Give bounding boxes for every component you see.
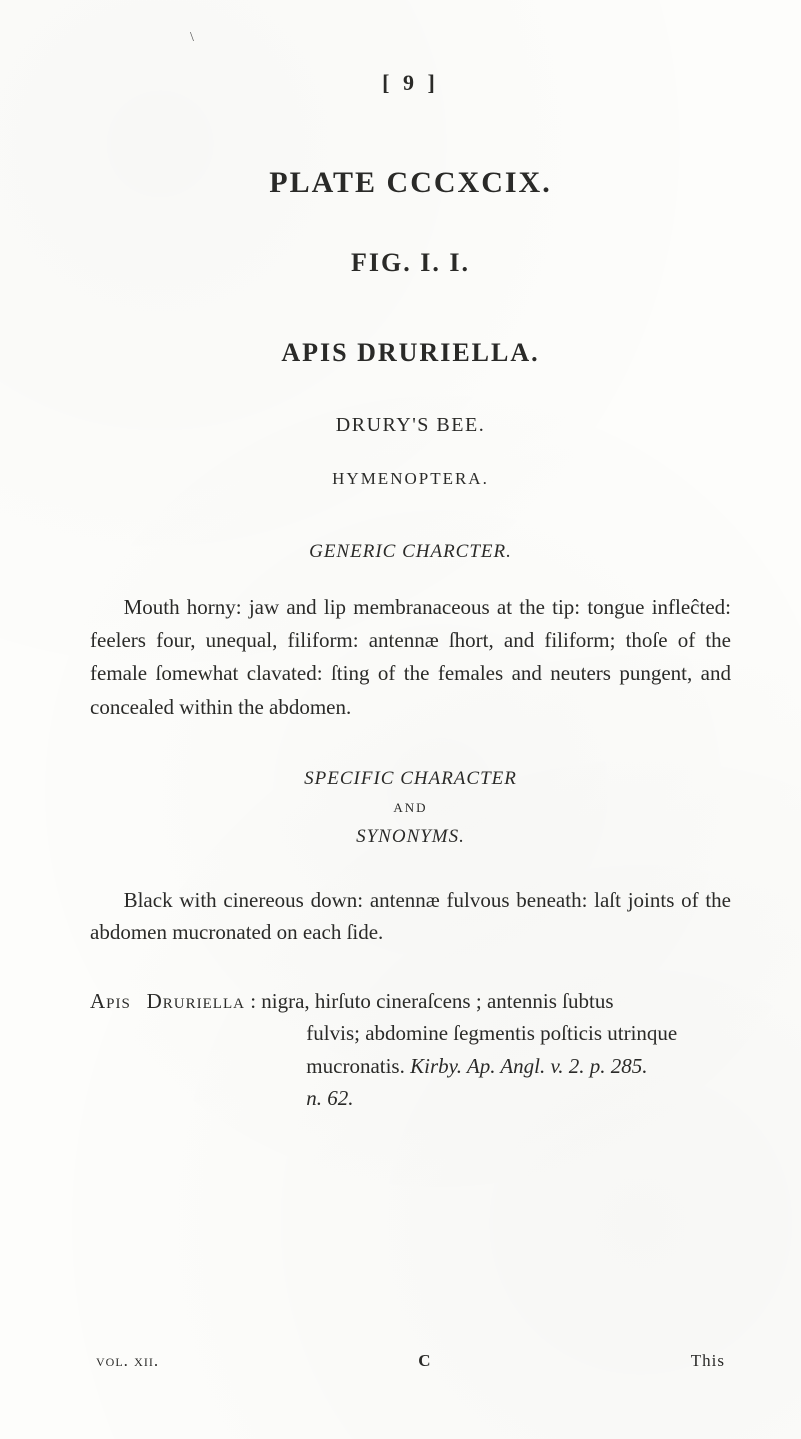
specific-character-heading: SPECIFIC CHARACTER	[90, 768, 731, 790]
species-label: Druriella	[147, 989, 245, 1013]
figure-line: FIG. I. I.	[90, 248, 731, 278]
footer-volume: vol. xii.	[96, 1351, 159, 1371]
scanned-page: \ [ 9 ] PLATE CCCXCIX. FIG. I. I. APIS D…	[0, 0, 801, 1439]
entry-line3-plain: mucronatis.	[306, 1054, 410, 1078]
entry-line3: mucronatis. Kirby. Ap. Angl. v. 2. p. 28…	[90, 1050, 731, 1083]
common-name: DRURY'S BEE.	[90, 414, 731, 437]
plate-heading: PLATE CCCXCIX.	[90, 166, 731, 200]
and-label: AND	[90, 800, 731, 816]
synonyms-heading: SYNONYMS.	[90, 826, 731, 848]
page-footer: vol. xii. C This	[90, 1351, 731, 1371]
footer-signature: C	[418, 1351, 431, 1371]
entry-line1-rest: : nigra, hirſuto cineraſcens ; antennis …	[250, 989, 613, 1013]
species-heading: APIS DRURIELLA.	[90, 338, 731, 368]
entry-line4: n. 62.	[90, 1082, 731, 1115]
stray-mark: \	[190, 30, 194, 46]
footer-catchword: This	[691, 1351, 725, 1371]
entry-line2: fulvis; abdomine ſegmentis poſticis utri…	[90, 1017, 731, 1050]
order-heading: HYMENOPTERA.	[90, 469, 731, 489]
specific-character-text: Black with cinereous down: antennæ fulvo…	[90, 884, 731, 949]
page-number: [ 9 ]	[90, 70, 731, 96]
synonym-entry: Apis Druriella : nigra, hirſuto cineraſc…	[90, 985, 731, 1115]
generic-character-text: Mouth horny: jaw and lip membranaceous a…	[90, 591, 731, 724]
entry-line3-citation: Kirby. Ap. Angl. v. 2. p. 285.	[410, 1054, 647, 1078]
genus-label: Apis	[90, 989, 131, 1013]
text-block: \ [ 9 ] PLATE CCCXCIX. FIG. I. I. APIS D…	[90, 60, 731, 1389]
generic-character-heading: GENERIC CHARCTER.	[90, 541, 731, 563]
